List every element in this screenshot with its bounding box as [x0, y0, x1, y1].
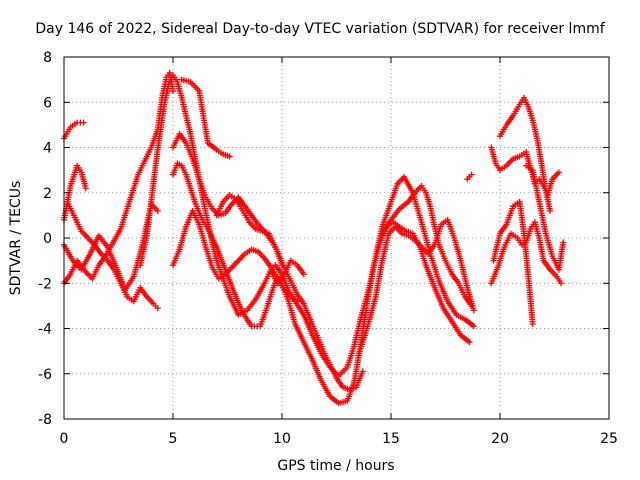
data-point: [468, 171, 475, 178]
data-points: [61, 69, 567, 407]
data-point: [170, 87, 176, 94]
data-point: [359, 368, 366, 375]
series-track-14: [379, 182, 475, 309]
series-track-6: [137, 72, 477, 380]
series-track-20: [523, 162, 567, 273]
chart-title: Day 146 of 2022, Sidereal Day-to-day VTE…: [35, 21, 605, 37]
data-point: [547, 207, 554, 214]
series-track-12: [268, 257, 307, 287]
y-tick-label: 0: [43, 231, 52, 247]
data-point: [154, 305, 161, 312]
data-point: [555, 169, 562, 176]
data-point: [226, 153, 233, 160]
series-track-17: [497, 94, 554, 214]
y-tick-label: -4: [38, 322, 52, 338]
series-track-15: [464, 171, 475, 183]
x-tick-label: 0: [60, 431, 69, 447]
y-tick-label: 4: [43, 141, 52, 157]
y-tick-label: 8: [43, 50, 52, 66]
x-tick-label: 20: [491, 431, 509, 447]
data-point: [294, 298, 301, 305]
y-tick-label: -8: [38, 412, 52, 428]
x-tick-label: 10: [273, 431, 291, 447]
data-point: [560, 239, 567, 246]
x-tick-label: 5: [169, 431, 178, 447]
series-track-19: [490, 198, 536, 327]
x-tick-label: 25: [600, 431, 618, 447]
data-point: [468, 302, 475, 309]
y-tick-label: 2: [43, 186, 52, 202]
data-point: [558, 280, 565, 287]
x-tick-label: 15: [382, 431, 400, 447]
x-axis-label: GPS time / hours: [277, 458, 394, 474]
data-point: [154, 207, 161, 214]
series-track-16: [488, 144, 562, 199]
data-point: [300, 271, 307, 278]
series-track-1: [61, 119, 87, 142]
data-point: [529, 320, 536, 327]
data-point: [470, 323, 477, 330]
y-tick-label: -6: [38, 367, 52, 383]
series-track-3: [61, 69, 176, 287]
data-point: [466, 339, 473, 346]
series-track-11: [213, 192, 290, 273]
y-tick-label: 6: [43, 95, 52, 111]
data-point: [82, 185, 89, 192]
y-tick-label: -2: [38, 276, 52, 292]
y-axis-label: SDTVAR / TECUs: [8, 181, 24, 296]
axis-ticks: 0 5 10 15 20 25 -8 -6 -4 -2 0 2 4 6 8: [38, 50, 618, 447]
data-point: [470, 307, 477, 314]
series-track-10: [178, 76, 233, 160]
data-point: [80, 119, 87, 126]
series-track-13: [355, 216, 477, 359]
